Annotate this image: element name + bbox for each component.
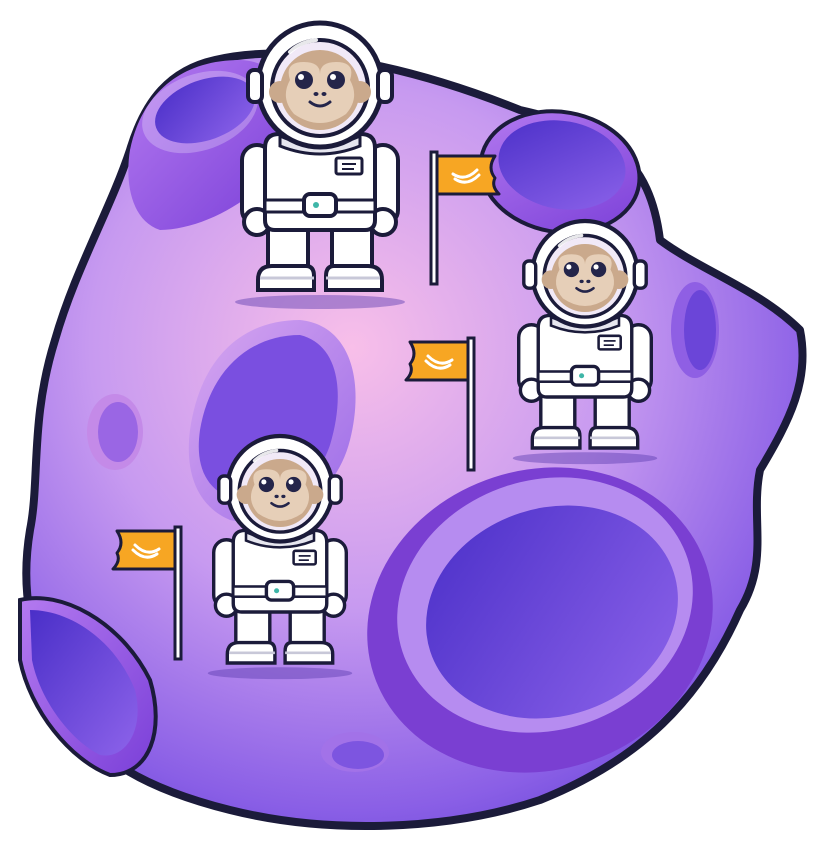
crater-icon xyxy=(367,467,713,773)
crater-icon xyxy=(671,282,719,378)
crater-icon xyxy=(18,596,158,778)
crater-icon xyxy=(321,732,389,772)
crater-icon xyxy=(478,109,642,235)
crater-icon xyxy=(87,394,143,470)
